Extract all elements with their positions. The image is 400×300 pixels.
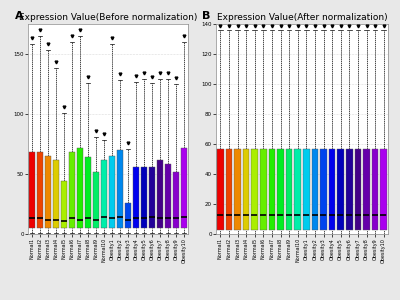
Bar — [320, 148, 327, 230]
Bar — [243, 148, 249, 230]
Bar — [303, 148, 310, 230]
Bar — [346, 148, 352, 230]
Bar — [101, 160, 107, 228]
Bar — [125, 203, 131, 228]
Bar — [226, 148, 232, 230]
Bar — [363, 148, 370, 230]
Bar — [217, 148, 224, 230]
Bar — [109, 156, 115, 228]
Bar — [157, 160, 163, 228]
Bar — [53, 160, 59, 228]
Bar — [355, 148, 361, 230]
Bar — [37, 152, 43, 228]
Bar — [312, 148, 318, 230]
Bar — [133, 167, 139, 228]
Bar — [29, 152, 35, 228]
Text: A: A — [15, 11, 24, 21]
Bar — [234, 148, 241, 230]
Bar — [294, 148, 301, 230]
Bar — [252, 148, 258, 230]
Bar — [117, 150, 123, 228]
Bar — [93, 172, 99, 228]
Bar — [85, 157, 91, 228]
Bar — [77, 148, 83, 228]
Bar — [277, 148, 284, 230]
Bar — [286, 148, 292, 230]
Bar — [149, 167, 155, 228]
Text: B: B — [202, 11, 211, 21]
Bar — [329, 148, 335, 230]
Bar — [372, 148, 378, 230]
Bar — [141, 167, 147, 228]
Title: Expression Value(After normalization): Expression Value(After normalization) — [217, 13, 387, 22]
Title: Expression Value(Before normalization): Expression Value(Before normalization) — [19, 13, 197, 22]
Bar — [69, 152, 75, 228]
Bar — [260, 148, 266, 230]
Bar — [45, 156, 51, 228]
Bar — [165, 164, 171, 228]
Bar — [181, 148, 187, 228]
Bar — [269, 148, 275, 230]
Bar — [338, 148, 344, 230]
Bar — [380, 148, 387, 230]
Bar — [61, 181, 67, 228]
Bar — [173, 172, 179, 228]
